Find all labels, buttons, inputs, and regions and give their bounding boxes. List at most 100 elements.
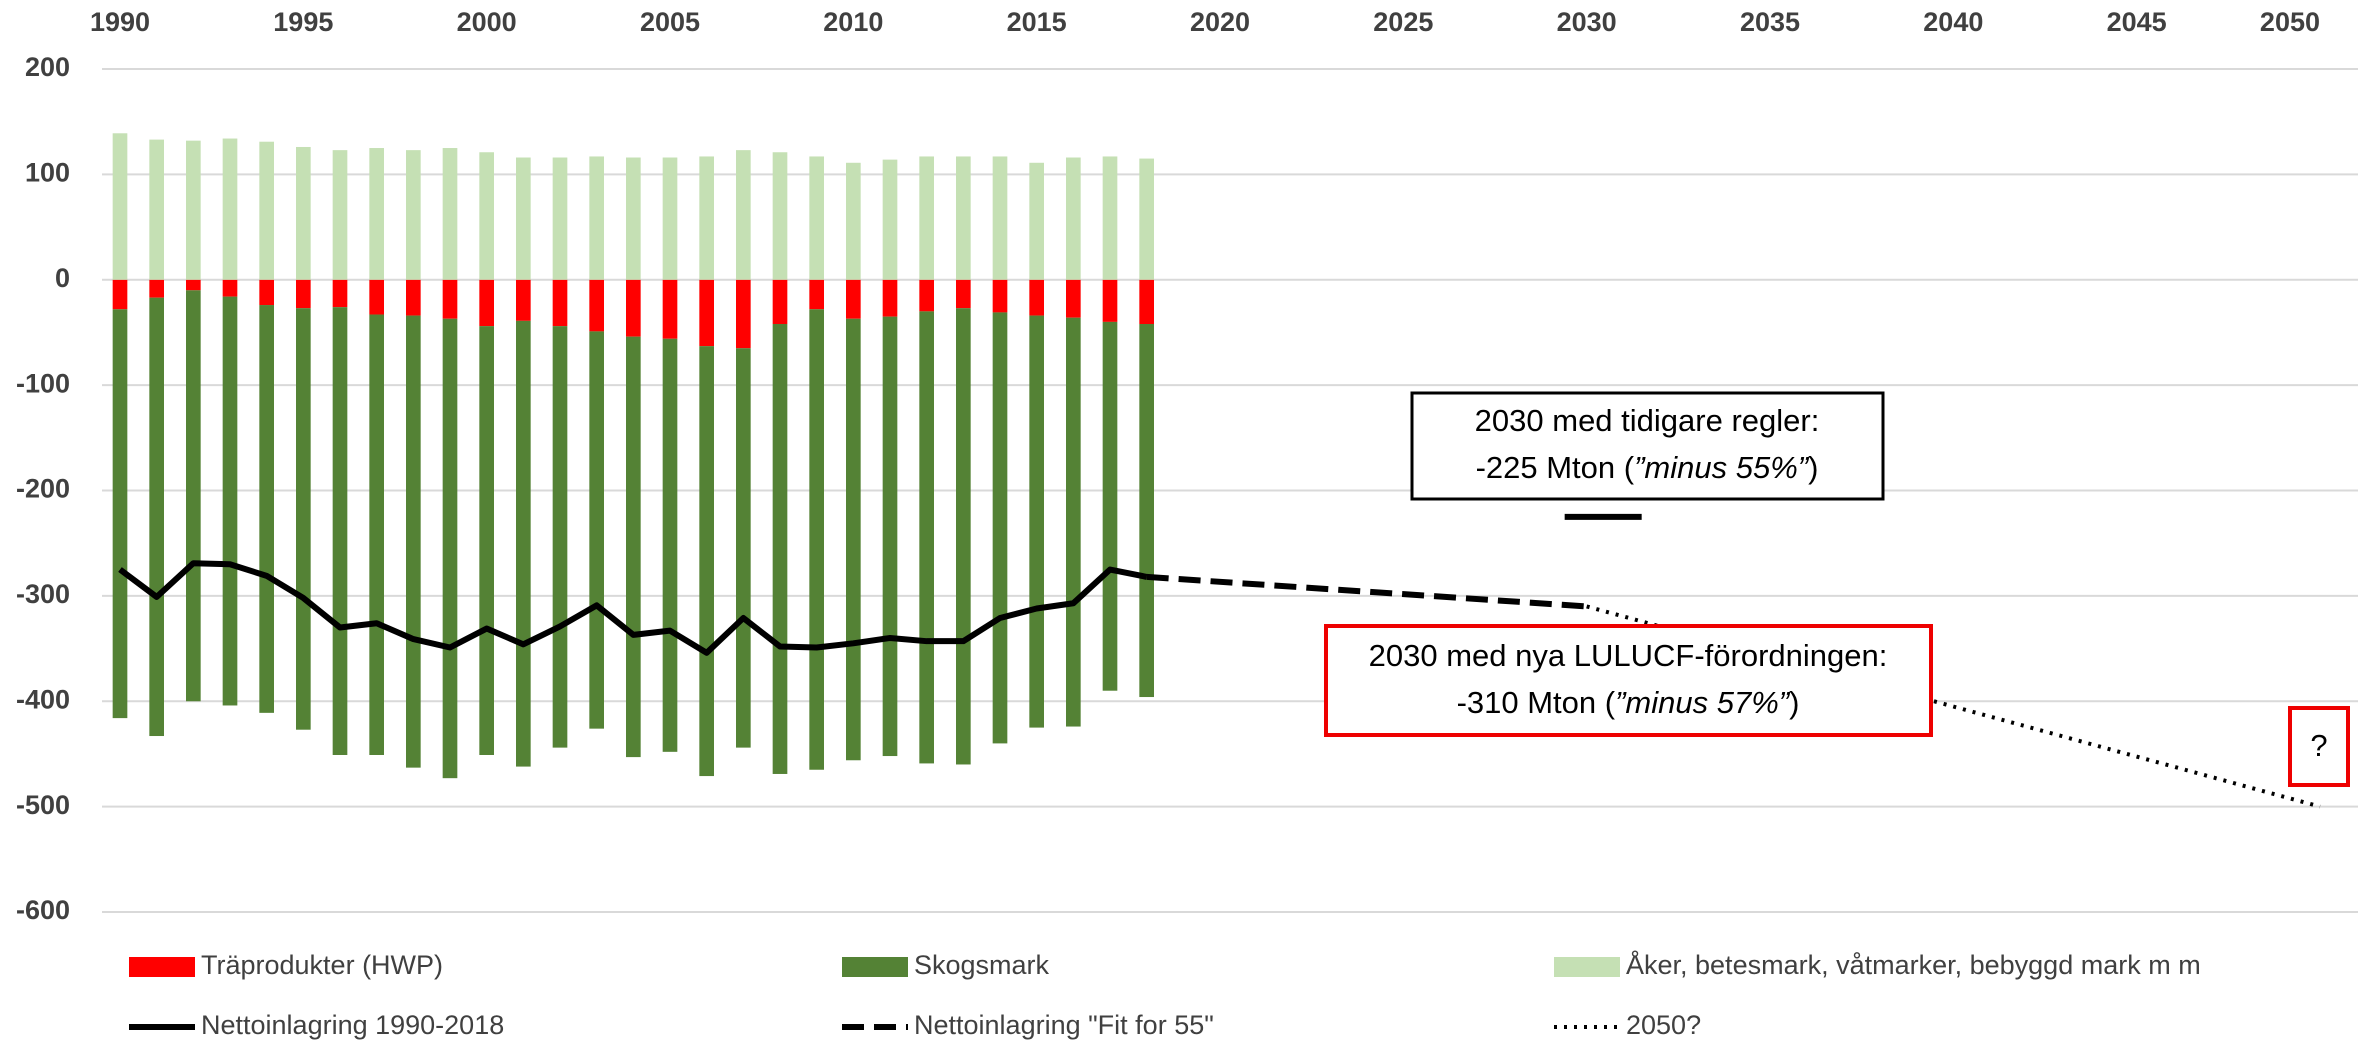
- bar: [846, 162, 861, 280]
- bar: [222, 279, 238, 297]
- bar: [736, 348, 751, 748]
- bar: [846, 279, 861, 319]
- bar: [259, 279, 274, 306]
- legend-label: Träprodukter (HWP): [201, 950, 443, 980]
- bar: [809, 156, 824, 280]
- x-tick-label: 2020: [1190, 7, 1250, 37]
- bar: [662, 338, 678, 752]
- bar: [479, 326, 494, 755]
- bar: [296, 279, 311, 309]
- bar: [919, 279, 934, 312]
- bar: [1066, 157, 1081, 280]
- x-tick-label: 2035: [1740, 7, 1800, 37]
- legend-label: Skogsmark: [914, 950, 1050, 980]
- bar: [772, 324, 788, 774]
- bar: [296, 308, 311, 730]
- x-tick-label: 1995: [273, 7, 333, 37]
- legend-label: Nettoinlagring "Fit for 55": [914, 1010, 1214, 1040]
- x-tick-label: 2050: [2260, 7, 2320, 37]
- y-tick-label: 100: [25, 158, 70, 188]
- legend-label: Nettoinlagring 1990-2018: [201, 1010, 504, 1040]
- y-tick-label: 200: [25, 52, 70, 82]
- y-tick-label: 0: [55, 263, 70, 293]
- bar: [919, 311, 934, 764]
- legend-label: 2050?: [1626, 1010, 1701, 1040]
- bar: [882, 316, 898, 757]
- bar: [1066, 279, 1081, 318]
- y-tick-label: -100: [16, 368, 70, 398]
- bar: [479, 152, 494, 280]
- bar: [772, 152, 788, 280]
- bar: [589, 331, 604, 729]
- bar: [112, 279, 128, 310]
- bar: [1102, 321, 1118, 691]
- bar: [369, 148, 384, 280]
- legend-swatch: [842, 957, 908, 977]
- y-tick-label: -300: [16, 579, 70, 609]
- bar: [699, 279, 714, 347]
- bar: [662, 279, 678, 339]
- y-tick-label: -400: [16, 684, 70, 714]
- bar: [626, 279, 641, 337]
- question-text: ?: [2310, 728, 2327, 763]
- bar: [516, 279, 531, 321]
- bar: [1029, 315, 1044, 728]
- bar: [186, 279, 201, 291]
- bar: [479, 279, 494, 327]
- bar: [186, 140, 201, 280]
- x-tick-label: 2040: [1923, 7, 1983, 37]
- bar: [809, 309, 824, 770]
- line: [1586, 604, 2321, 809]
- bar: [1102, 279, 1118, 322]
- bar: [406, 279, 421, 316]
- bar: [699, 346, 714, 777]
- bar: [516, 320, 531, 767]
- annotation-text: -225 Mton (”minus 55%”): [1476, 450, 1819, 485]
- annotation-text: 2030 med tidigare regler:: [1475, 403, 1820, 438]
- bar: [1139, 279, 1154, 325]
- bar: [186, 290, 201, 702]
- bar: [846, 318, 861, 761]
- bar: [809, 279, 824, 310]
- bar: [112, 133, 128, 280]
- bar: [956, 156, 971, 280]
- legend-swatch: [129, 957, 195, 977]
- bar: [736, 150, 751, 280]
- bar: [369, 279, 384, 315]
- bar: [149, 279, 164, 298]
- bar: [626, 157, 641, 280]
- question-box: [2288, 706, 2350, 787]
- x-tick-label: 2015: [1007, 7, 1067, 37]
- line: [1146, 573, 1587, 610]
- bar: [956, 279, 971, 309]
- bar: [1066, 317, 1081, 727]
- bar: [589, 279, 604, 332]
- bar: [1029, 279, 1044, 316]
- bar: [406, 150, 421, 280]
- bar: [332, 150, 348, 280]
- bar: [1139, 158, 1154, 280]
- bar: [369, 314, 384, 755]
- bar: [956, 308, 971, 765]
- bar: [406, 315, 421, 768]
- x-tick-label: 2045: [2107, 7, 2167, 37]
- legend-swatch: [1554, 957, 1620, 977]
- bar: [699, 156, 714, 280]
- bar: [149, 297, 164, 737]
- x-tick-label: 2005: [640, 7, 700, 37]
- bar: [259, 305, 274, 713]
- bar: [992, 279, 1008, 313]
- bar: [516, 157, 531, 280]
- bar: [882, 279, 898, 317]
- x-tick-label: 2010: [823, 7, 883, 37]
- bar: [149, 139, 164, 280]
- annotation-box: [1324, 624, 1933, 737]
- bar: [552, 326, 568, 748]
- bar: [882, 159, 898, 280]
- annotation-text: 2030 med nya LULUCF-förordningen:: [1369, 638, 1888, 673]
- bar: [442, 279, 458, 319]
- bar: [736, 279, 751, 349]
- bar: [259, 141, 274, 280]
- bar: [442, 318, 458, 779]
